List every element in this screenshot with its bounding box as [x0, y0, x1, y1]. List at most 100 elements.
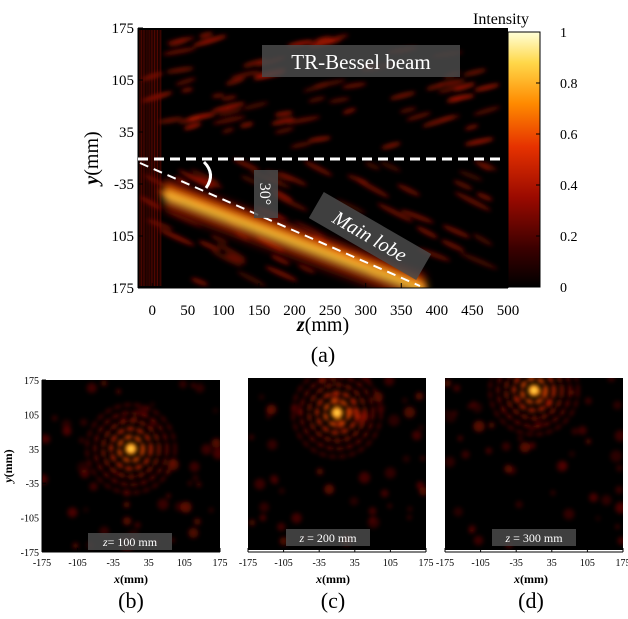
slice-speckle	[453, 385, 460, 392]
slice-speckle	[571, 428, 578, 435]
panel-a-label: (a)	[311, 342, 335, 367]
slice-speckle	[407, 515, 412, 520]
colorbar-ticks: 00.20.40.60.81	[536, 26, 578, 296]
a-y-tick-label: 175	[112, 21, 135, 37]
slice-core-bright	[334, 410, 340, 416]
slice-speckle	[196, 482, 201, 487]
panel-b-x-title: x(mm)	[113, 572, 148, 586]
slice-speckle	[615, 486, 623, 494]
slice-speckle	[273, 480, 278, 485]
slice-x-tick-label: -105	[274, 558, 292, 569]
panel-d-x-title: x(mm)	[513, 572, 548, 586]
slice-speckle	[613, 401, 622, 410]
a-x-tick-label: 100	[212, 303, 235, 319]
slice-speckle	[80, 419, 87, 426]
slice-x-tick-label: -35	[107, 558, 120, 569]
panel-d-slice-label: z = 300 mm	[504, 531, 563, 545]
slice-speckle	[421, 456, 425, 460]
slice-y-tick-label: -35	[26, 479, 39, 490]
slice-speckle	[277, 523, 285, 531]
slice-speckle	[279, 488, 285, 494]
slice-speckle	[412, 431, 422, 441]
slice-speckle	[610, 450, 622, 462]
slice-x-tick-label: 35	[547, 558, 557, 569]
slice-x-tick-label: -105	[68, 558, 86, 569]
slice-speckle	[157, 499, 168, 510]
panel-c-slice-label: z = 200 mm	[298, 531, 357, 545]
slice-speckle	[520, 442, 531, 453]
slice-speckle	[589, 493, 598, 502]
slice-speckle	[166, 494, 170, 498]
slice-speckle	[369, 507, 377, 515]
slice-speckle	[370, 518, 375, 523]
slice-speckle	[402, 398, 407, 403]
slice-y-tick-label: 175	[24, 376, 39, 387]
slice-x-tick-label: 105	[383, 558, 398, 569]
slice-speckle	[350, 497, 359, 506]
slice-x-tick-label: -175	[239, 558, 257, 569]
slice-speckle	[489, 422, 495, 428]
slice-x-tick-label: -35	[313, 558, 326, 569]
slice-speckle	[189, 462, 199, 472]
slice-speckle	[211, 438, 221, 448]
slice-speckle	[89, 482, 97, 490]
slice-speckle	[470, 401, 477, 408]
slice-speckle	[123, 517, 132, 526]
colorbar-tick-label: 0.6	[560, 128, 578, 143]
slice-speckle	[266, 414, 271, 419]
panel-c-label: (c)	[321, 588, 345, 613]
slice-x-tick-label: -175	[33, 558, 51, 569]
slice-speckle	[596, 516, 601, 521]
slice-speckle	[39, 434, 49, 444]
a-x-tick-label: 0	[148, 303, 156, 319]
slice-y-tick-label: 105	[24, 410, 39, 421]
slice-y-tick-label: -105	[21, 514, 39, 525]
a-x-tick-label: 50	[180, 303, 195, 319]
slice-speckle	[385, 467, 396, 478]
colorbar-tick-label: 0.2	[560, 230, 578, 245]
slice-x-tick-label: 105	[580, 558, 595, 569]
a-x-tick-label: 450	[461, 303, 484, 319]
slice-speckle	[502, 442, 511, 451]
slice-speckle	[135, 522, 141, 528]
slice-speckle	[415, 392, 423, 400]
slice-x-tick-label: -175	[436, 558, 454, 569]
beam-label: TR-Bessel beam	[291, 50, 430, 74]
slice-speckle	[79, 437, 85, 443]
a-y-tick-label: 105	[112, 73, 135, 89]
slice-speckle	[249, 435, 254, 440]
slice-speckle	[384, 376, 394, 386]
slice-speckle	[254, 479, 265, 490]
slice-speckle	[180, 502, 191, 513]
panel-b-y-title: y(mm)	[1, 449, 15, 484]
slice-speckle	[407, 506, 412, 511]
slice-speckle	[249, 519, 255, 525]
slice-speckle	[404, 407, 415, 418]
slice-speckle	[267, 440, 277, 450]
slice-speckle	[84, 507, 89, 512]
slice-speckle	[191, 383, 195, 387]
slice-x-tick-label: -105	[471, 558, 489, 569]
slice-speckle	[458, 436, 463, 441]
slice-y-tick-label: 35	[29, 445, 39, 456]
a-y-tick-label: 175	[112, 281, 135, 297]
slice-speckle	[62, 420, 72, 430]
slice-speckle	[615, 502, 626, 513]
slice-speckle	[77, 462, 89, 474]
slice-speckle	[616, 525, 620, 529]
slice-speckle	[259, 394, 264, 399]
slice-speckle	[331, 377, 336, 382]
slice-speckle	[585, 398, 592, 405]
colorbar-tick-label: 0.4	[560, 179, 578, 194]
panel-b-label: (b)	[118, 588, 144, 613]
slice-speckle	[194, 518, 201, 525]
colorbar	[508, 32, 540, 287]
slice-speckle	[188, 528, 198, 538]
slice-speckle	[67, 507, 77, 517]
slice-speckle	[473, 421, 484, 432]
slice-x-tick-label: 175	[213, 558, 228, 569]
